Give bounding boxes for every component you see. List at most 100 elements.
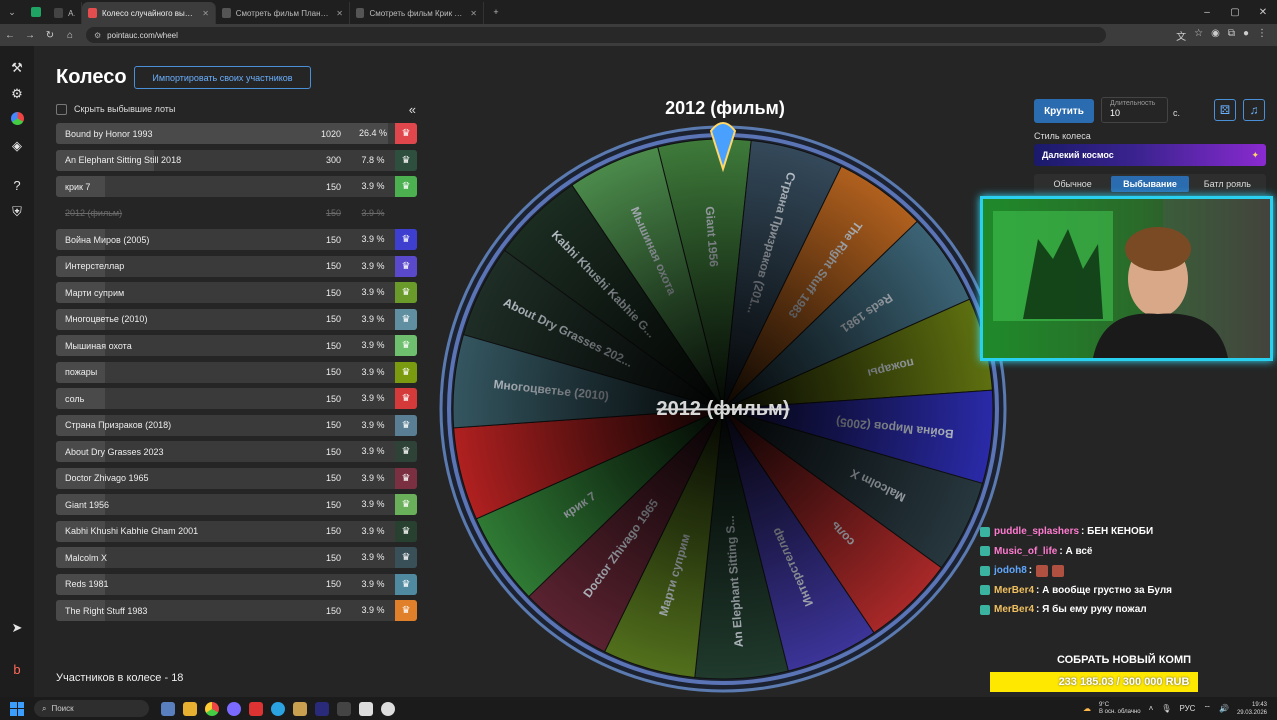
lot-row[interactable]: Malcolm X 150 3.9 % ♛ xyxy=(56,547,417,568)
lot-color-cell[interactable]: ♛ xyxy=(395,494,417,515)
help-icon[interactable]: ? xyxy=(13,178,21,193)
wheel-pie-icon[interactable] xyxy=(9,112,25,128)
lot-row[interactable]: пожары 150 3.9 % ♛ xyxy=(56,361,417,383)
browser-tab[interactable]: AI xyxy=(48,2,82,24)
lot-row[interactable]: Reds 1981 150 3.9 % ♛ xyxy=(56,573,417,595)
close-window-icon[interactable]: ✕ xyxy=(1258,6,1268,18)
lot-row[interactable]: Интерстеллар 150 3.9 % ♛ xyxy=(56,255,417,277)
lot-color-cell[interactable]: ♛ xyxy=(395,441,417,462)
lot-row[interactable]: крик 7 150 3.9 % ♛ xyxy=(56,176,417,197)
volume-icon[interactable]: 🔊 xyxy=(1219,704,1229,713)
browser-tab[interactable]: Колесо случайного выбора - ✕ xyxy=(82,2,216,24)
lot-color-cell[interactable]: ♛ xyxy=(395,335,417,356)
duration-input[interactable]: Длительность 10 xyxy=(1101,97,1168,123)
lot-color-cell[interactable]: ♛ xyxy=(395,255,417,277)
wheel-style-select[interactable]: Далекий космос ✦ xyxy=(1034,144,1266,166)
collapse-panel-icon[interactable]: « xyxy=(408,101,416,117)
lot-row[interactable]: Многоцветье (2010) 150 3.9 % ♛ xyxy=(56,308,417,330)
lot-color-cell[interactable]: ♛ xyxy=(395,308,417,330)
reload-icon[interactable]: ↻ xyxy=(45,29,55,41)
hide-eliminated-checkbox[interactable] xyxy=(56,103,67,115)
lot-color-cell[interactable]: ♛ xyxy=(395,520,417,542)
file-explorer-icon[interactable] xyxy=(161,701,175,716)
weather-widget[interactable]: 9°C В осн. облачно xyxy=(1099,702,1141,716)
tray-chevron-icon[interactable]: ˄ xyxy=(1148,704,1154,713)
tab-list-button[interactable]: ⌄ xyxy=(8,6,16,17)
lot-row[interactable]: Giant 1956 150 3.9 % ♛ xyxy=(56,494,417,515)
lot-color-cell[interactable]: ♛ xyxy=(395,282,417,303)
clock[interactable]: 19:43 29.03.2026 xyxy=(1237,701,1267,717)
url-input[interactable]: ⚙ pointauc.com/wheel xyxy=(86,27,1106,43)
app-icon-4[interactable] xyxy=(337,701,351,716)
obs-icon-2[interactable] xyxy=(381,701,395,716)
lot-color-cell[interactable]: ♛ xyxy=(395,229,417,250)
maximize-icon[interactable]: ▢ xyxy=(1230,6,1240,18)
lot-color-cell[interactable]: ♛ xyxy=(395,573,417,595)
lot-row[interactable]: Война Миров (2005) 150 3.9 % ♛ xyxy=(56,229,417,250)
mic-icon[interactable]: 🎙 xyxy=(1161,704,1172,713)
import-participants-button[interactable]: Импортировать своих участников xyxy=(134,66,311,89)
lot-color-cell[interactable]: ♛ xyxy=(395,149,417,171)
lot-row[interactable]: Doctor Zhivago 1965 150 3.9 % ♛ xyxy=(56,467,417,489)
site-info-icon[interactable]: ⚙ xyxy=(94,30,102,40)
translate-icon[interactable]: 文 xyxy=(1176,31,1187,43)
lot-row[interactable]: The Right Stuff 1983 150 3.9 % ♛ xyxy=(56,600,417,621)
lot-color-cell[interactable]: ♛ xyxy=(395,414,417,436)
lot-color-cell[interactable]: ♛ xyxy=(395,547,417,568)
tab-close-icon[interactable]: ✕ xyxy=(336,8,343,18)
lot-color-cell[interactable]: ♛ xyxy=(395,600,417,621)
minimize-icon[interactable]: – xyxy=(1204,6,1210,18)
wheel-mode-tab[interactable]: Батл рояль xyxy=(1203,179,1251,189)
chrome-icon[interactable] xyxy=(205,701,219,716)
lot-row[interactable]: Страна Призраков (2018) 150 3.9 % ♛ xyxy=(56,414,417,436)
premiere-icon[interactable] xyxy=(315,701,329,716)
bookmark-star-icon[interactable]: ☆ xyxy=(1194,27,1204,39)
spin-button[interactable]: Крутить xyxy=(1034,99,1094,123)
lot-row[interactable]: About Dry Grasses 2023 150 3.9 % ♛ xyxy=(56,441,417,462)
tab-close-icon[interactable]: ✕ xyxy=(202,8,209,18)
lot-row[interactable]: Марти суприм 150 3.9 % ♛ xyxy=(56,282,417,303)
tab-close-icon[interactable]: ✕ xyxy=(470,8,477,18)
random-dice-button[interactable]: ⚄ xyxy=(1214,99,1236,121)
app-icon-1[interactable] xyxy=(227,701,241,716)
back-icon[interactable]: ← xyxy=(5,29,15,41)
extensions-puzzle-icon[interactable]: ⧉ xyxy=(1227,27,1235,39)
taskbar-search[interactable]: ⌕ Поиск xyxy=(34,700,149,717)
telegram-taskbar-icon[interactable] xyxy=(271,701,285,716)
lot-row[interactable]: An Elephant Sitting Still 2018 300 7.8 % ♛ xyxy=(56,149,417,171)
forward-icon[interactable]: → xyxy=(25,29,35,41)
lot-color-cell[interactable]: ♛ xyxy=(395,123,417,144)
boosty-icon[interactable]: b xyxy=(13,662,21,677)
extension-icon[interactable]: ◉ xyxy=(1211,27,1220,39)
music-button[interactable]: ♫ xyxy=(1243,99,1265,121)
browser-tab[interactable]: Смотреть фильм Крик онлайн ✕ xyxy=(350,2,484,24)
telegram-icon[interactable]: ➤ xyxy=(11,620,23,635)
network-icon[interactable]: ⌔ xyxy=(1203,703,1211,713)
folder-icon[interactable] xyxy=(183,701,197,716)
home-icon[interactable]: ⌂ xyxy=(66,29,74,41)
lot-row[interactable]: 2012 (фильм) 150 3.9 % xyxy=(56,203,417,224)
lot-row[interactable]: Мышиная охота 150 3.9 % ♛ xyxy=(56,335,417,356)
new-tab-button[interactable]: + xyxy=(493,7,499,17)
obs-icon[interactable] xyxy=(359,701,373,716)
lot-row[interactable]: соль 150 3.9 % ♛ xyxy=(56,388,417,409)
lot-color-cell[interactable]: ♛ xyxy=(395,361,417,383)
lot-color-cell[interactable]: ♛ xyxy=(395,388,417,409)
lot-row[interactable]: Bound by Honor 1993 1020 26.4 % ♛ xyxy=(56,123,417,144)
lot-row[interactable]: Kabhi Khushi Kabhie Gham 2001 150 3.9 % ♛ xyxy=(56,520,417,542)
browser-tab[interactable]: Смотреть фильм Планета об ✕ xyxy=(216,2,350,24)
lang-indicator[interactable]: РУС xyxy=(1179,704,1196,713)
wheel-mode-tab[interactable]: Обычное xyxy=(1053,179,1092,189)
app-icon-2[interactable] xyxy=(249,701,263,716)
lot-color-cell[interactable]: ♛ xyxy=(395,467,417,489)
shield-icon[interactable]: ⛨ xyxy=(12,204,22,219)
windows-start-icon[interactable] xyxy=(10,701,24,716)
lot-color-cell[interactable]: ♛ xyxy=(395,176,417,197)
layers-icon[interactable]: ◈ xyxy=(12,138,22,153)
browser-menu-icon[interactable]: ⋮ xyxy=(1257,27,1267,39)
sheets-tab-icon[interactable] xyxy=(24,0,48,24)
lot-color-cell[interactable] xyxy=(395,203,417,224)
app-icon-3[interactable] xyxy=(293,701,307,716)
wheel-mode-tab[interactable]: Выбывание xyxy=(1111,176,1189,192)
auction-hammer-icon[interactable]: ⚒ xyxy=(11,60,23,75)
